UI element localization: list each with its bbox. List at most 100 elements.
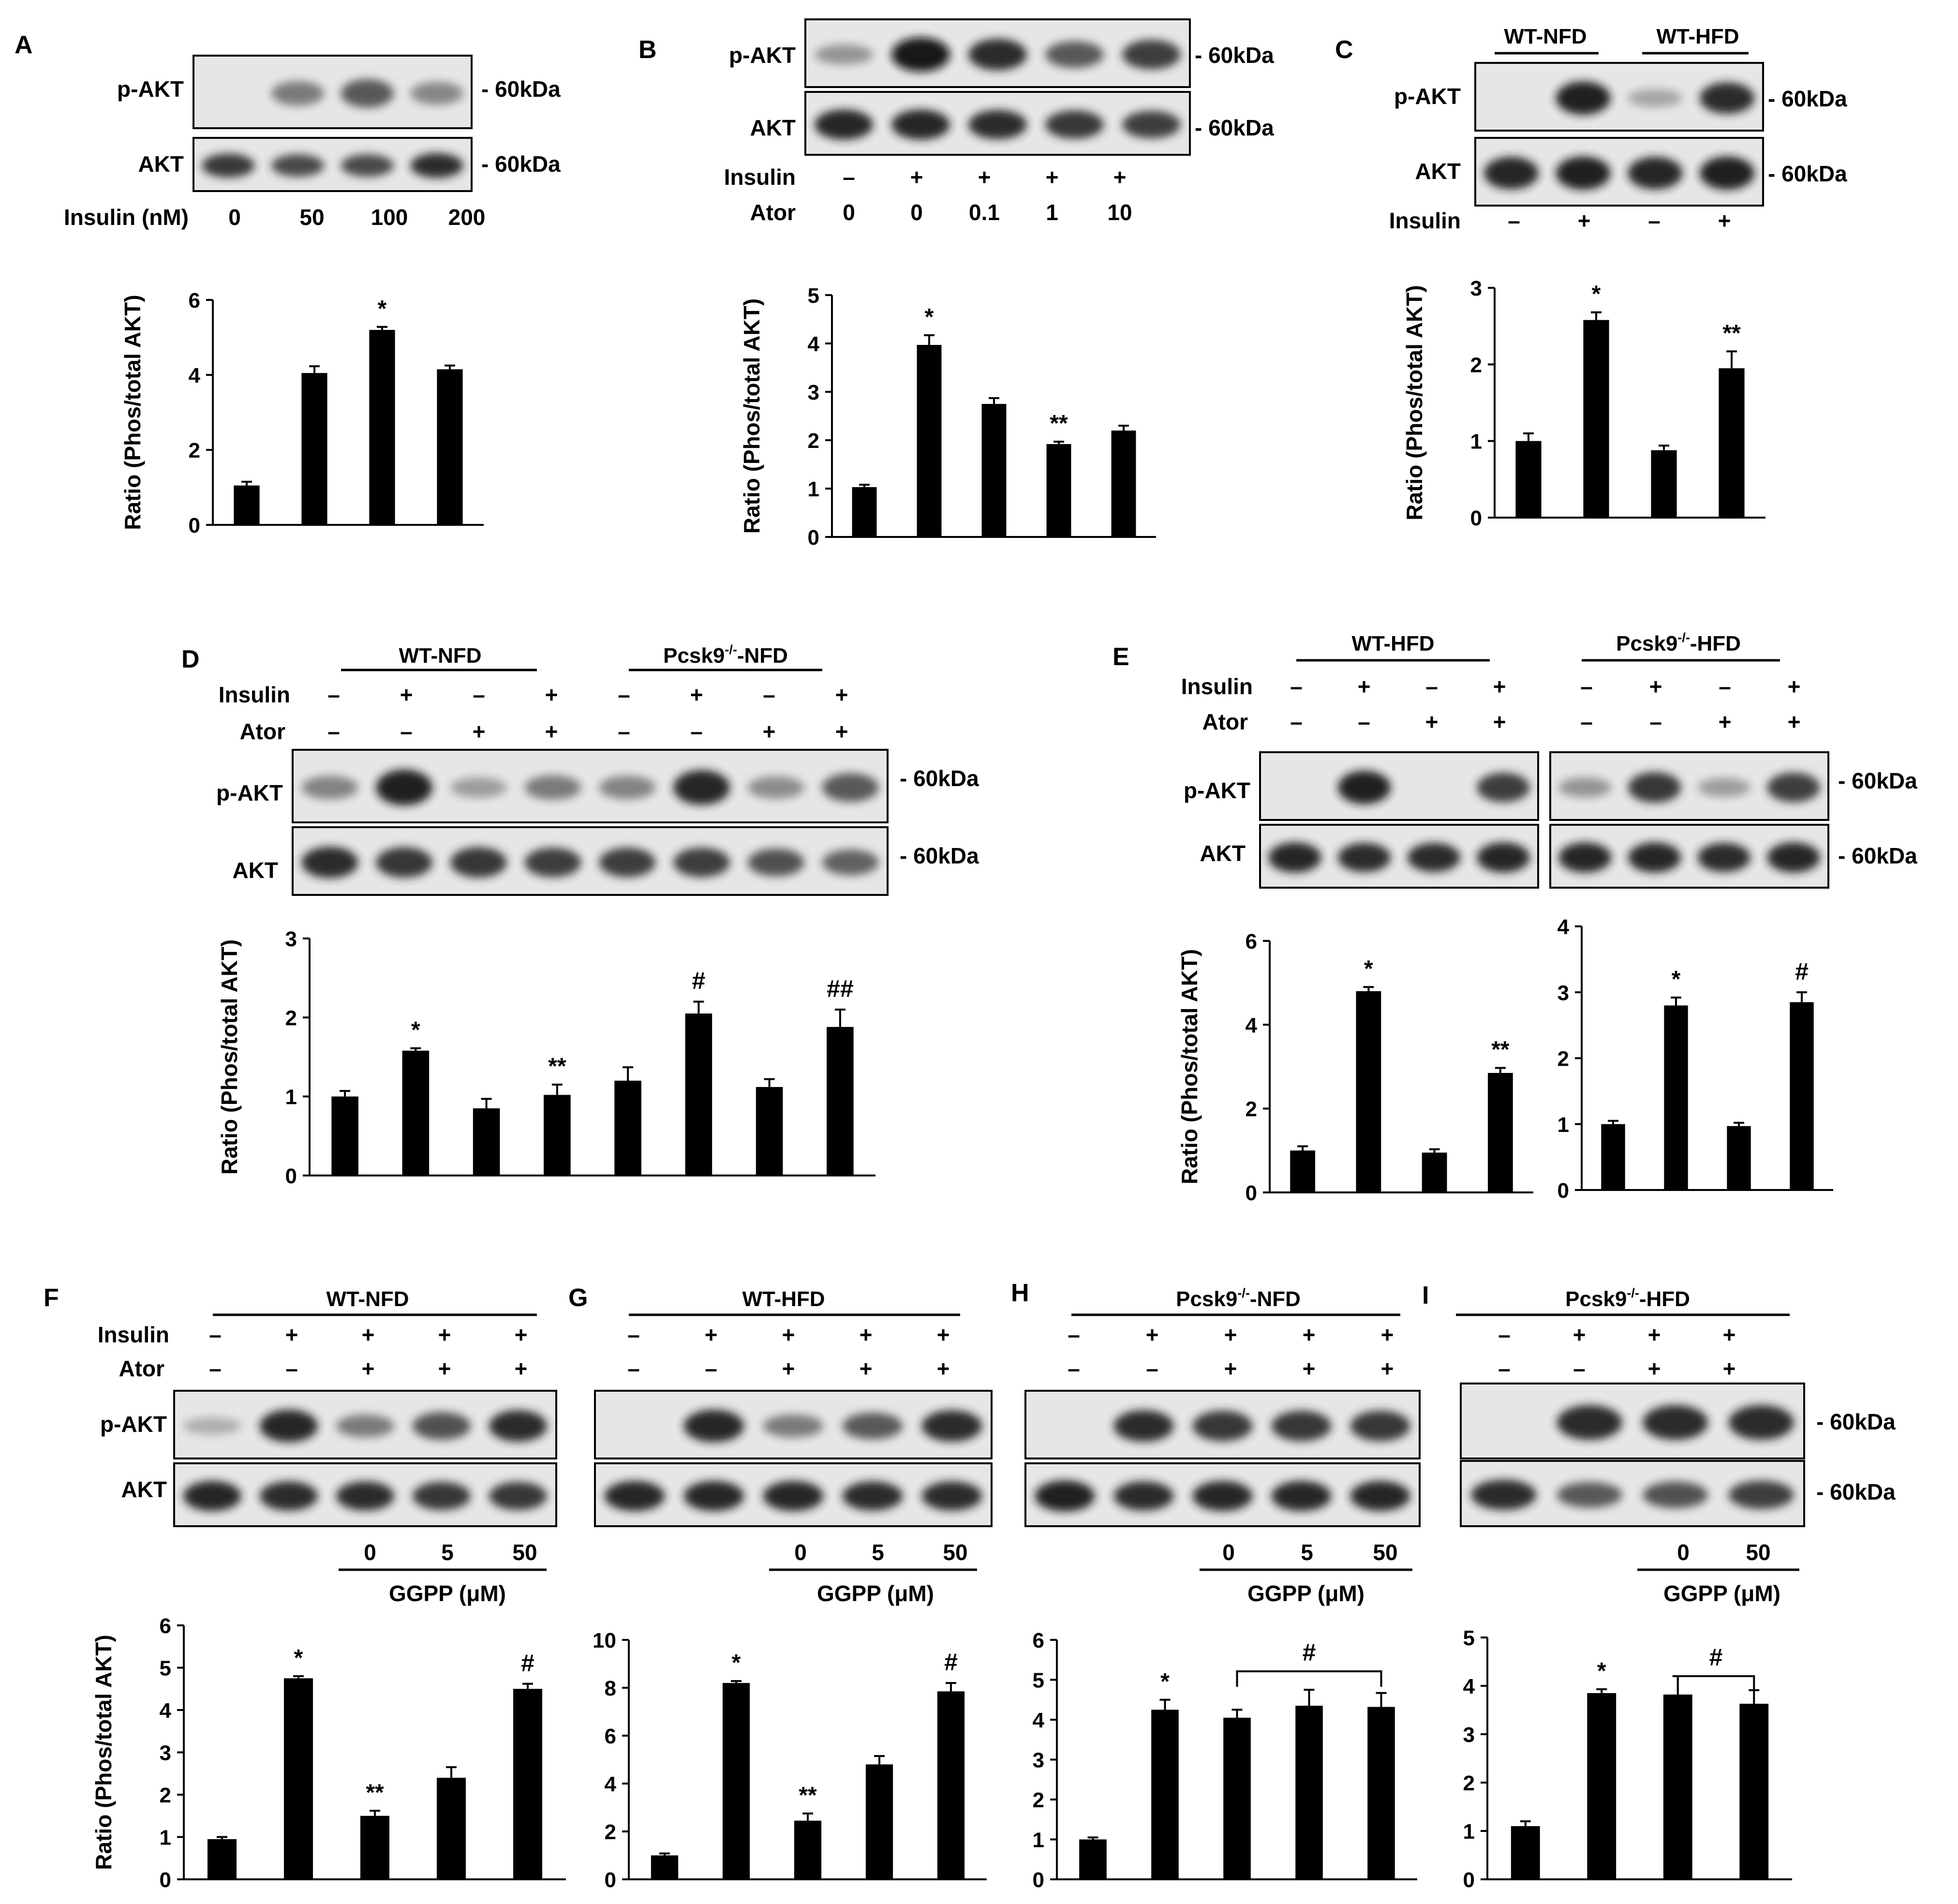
- lane-label: 50: [943, 1540, 967, 1565]
- blot-band: [1271, 1411, 1332, 1442]
- bar: [207, 1839, 237, 1879]
- y-tick-label: 0: [285, 1164, 297, 1188]
- lane-label: –: [209, 1322, 222, 1347]
- lane-label: –: [1573, 1356, 1586, 1381]
- group-label: WT-NFD: [399, 644, 481, 668]
- blot-strip: [1460, 1383, 1805, 1459]
- mw-marker: - 60kDa: [481, 151, 561, 177]
- row-label-ator: Ator: [1202, 709, 1248, 734]
- lane-label: +: [782, 1322, 795, 1347]
- blot-band: [599, 775, 656, 800]
- significance-mark: #: [944, 1649, 958, 1676]
- bar: [852, 487, 877, 537]
- panel-letter: G: [568, 1284, 588, 1312]
- y-tick-label: 6: [1246, 930, 1257, 953]
- blot-band: [301, 775, 358, 800]
- mw-marker: - 60kDa: [481, 76, 561, 102]
- row-label-insulin: Insulin (nM): [64, 205, 189, 230]
- row-label-ator: Ator: [750, 200, 796, 225]
- significance-mark: *: [294, 1645, 303, 1671]
- blot-strip: [1024, 1462, 1421, 1527]
- y-tick-label: 4: [808, 332, 820, 356]
- lane-label: 0: [1677, 1540, 1690, 1565]
- blot-band: [968, 110, 1027, 139]
- blot-band: [1628, 157, 1683, 190]
- lane-label: –: [1146, 1356, 1158, 1381]
- significance-mark: **: [548, 1054, 566, 1079]
- blot-band: [1767, 773, 1820, 803]
- blot-band: [1628, 842, 1681, 873]
- bar: [544, 1095, 571, 1175]
- blot-band: [450, 847, 507, 878]
- group-label: WT-NFD: [326, 1287, 409, 1311]
- y-tick-label: 0: [1033, 1868, 1044, 1892]
- row-label-insulin: Insulin: [1389, 208, 1461, 233]
- lane-label: +: [1578, 208, 1591, 233]
- bar: [513, 1689, 543, 1879]
- blot-strip: [804, 91, 1191, 156]
- lane-label: –: [705, 1356, 717, 1381]
- bar: [865, 1764, 893, 1879]
- y-tick-label: 0: [1558, 1179, 1569, 1203]
- lane-label: –: [1425, 674, 1438, 699]
- lane-label: –: [327, 719, 340, 744]
- blot-band: [410, 82, 463, 105]
- y-tick-label: 3: [285, 927, 297, 951]
- lane-label: +: [910, 164, 923, 190]
- blot-band: [747, 848, 804, 877]
- blot-strip: [594, 1462, 993, 1527]
- lane-label: –: [843, 164, 855, 190]
- lane-label: 10: [1107, 200, 1132, 225]
- y-tick-label: 4: [1558, 915, 1570, 939]
- significance-mark: *: [1364, 956, 1373, 982]
- bar: [937, 1691, 965, 1879]
- lane-label: –: [327, 682, 340, 707]
- row-label-akt: AKT: [1415, 159, 1461, 184]
- blot-band: [763, 1414, 824, 1438]
- mw-marker: - 60kDa: [1768, 161, 1847, 186]
- lane-label: +: [515, 1322, 528, 1347]
- row-label-insulin: Insulin: [219, 682, 290, 707]
- y-tick-label: 6: [160, 1614, 171, 1638]
- lane-label: +: [782, 1356, 795, 1381]
- lane-label: 50: [1373, 1540, 1397, 1565]
- blot-band: [1697, 778, 1750, 797]
- blot-band: [1643, 1481, 1708, 1508]
- bar: [1356, 991, 1381, 1192]
- chart-E-right: 0 1 2 3 4 * #: [1558, 915, 1833, 1203]
- blot-band: [1558, 777, 1612, 798]
- blot-band: [524, 848, 581, 878]
- bar: [917, 345, 942, 537]
- lane-label: –: [473, 682, 485, 707]
- bar: [1367, 1707, 1395, 1879]
- blot-band: [1350, 1481, 1410, 1511]
- significance-mark: *: [925, 304, 934, 330]
- panel-letter: I: [1422, 1281, 1429, 1309]
- y-tick-label: 0: [189, 514, 200, 537]
- blot-band: [1477, 842, 1530, 873]
- blot-band: [815, 109, 873, 140]
- row-label-akt: AKT: [1200, 841, 1246, 866]
- lane-label: –: [285, 1356, 298, 1381]
- bar: [614, 1081, 641, 1175]
- lane-label: –: [1498, 1322, 1511, 1347]
- y-tick-label: 0: [1246, 1181, 1257, 1205]
- significance-mark: *: [1597, 1658, 1606, 1684]
- bar: [1719, 368, 1745, 518]
- lane-label: +: [937, 1356, 950, 1381]
- lane-label: 0: [228, 205, 241, 230]
- y-tick-label: 2: [808, 429, 819, 453]
- axis-group-label: GGPP (μM): [1663, 1581, 1780, 1606]
- bar: [1290, 1150, 1316, 1192]
- bar: [1511, 1826, 1540, 1879]
- row-label-pakt: p-AKT: [1184, 778, 1250, 803]
- significance-mark: *: [1672, 967, 1681, 992]
- lane-label: –: [1068, 1322, 1080, 1347]
- bar: [1583, 320, 1609, 518]
- blot-strip: [1460, 1460, 1805, 1527]
- lane-label: 0.1: [969, 200, 1000, 225]
- mw-marker: - 60kDa: [900, 766, 979, 791]
- lane-label: +: [835, 682, 848, 707]
- chart-I: 0 1 2 3 4 5 * #: [1463, 1626, 1792, 1892]
